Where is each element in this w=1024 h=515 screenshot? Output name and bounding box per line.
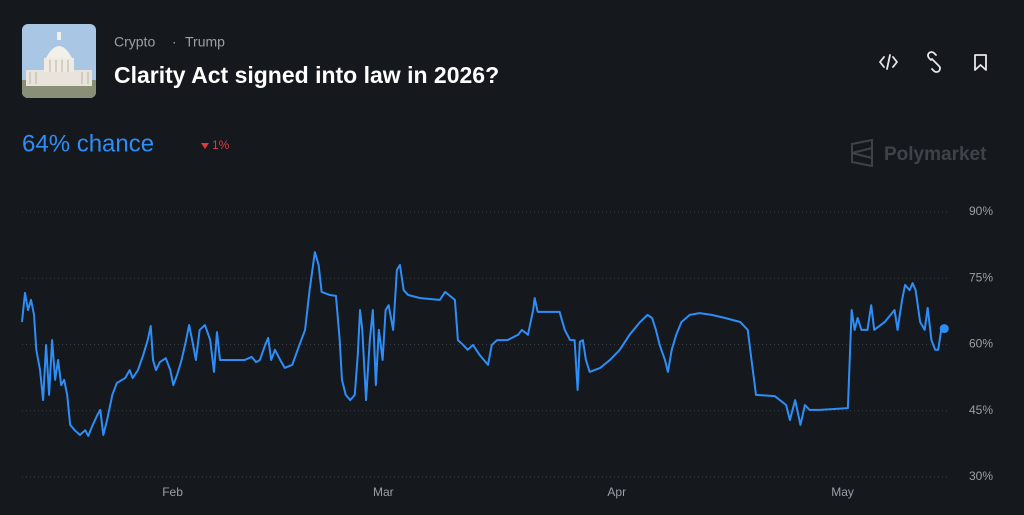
current-point <box>939 324 949 334</box>
thumbnail[interactable] <box>22 24 96 98</box>
price-line <box>21 251 945 437</box>
tag-separator: · <box>172 34 177 50</box>
x-tick-label: May <box>831 485 854 499</box>
tag[interactable]: Trump <box>185 34 225 50</box>
tag[interactable]: Crypto <box>114 34 155 50</box>
embed-icon[interactable] <box>879 54 898 70</box>
y-tick-label: 60% <box>969 337 993 351</box>
x-tick-label: Mar <box>373 485 394 499</box>
change: 1% <box>212 138 230 152</box>
market-title: Clarity Act signed into law in 2026? <box>114 62 499 88</box>
plot: 30% 45% 60% 75% 90% Feb Mar Apr May <box>21 204 993 499</box>
chance: 64% chance <box>22 130 154 157</box>
brand-watermark: Polymarket <box>851 138 987 168</box>
x-tick-label: Feb <box>162 485 183 499</box>
y-tick-label: 75% <box>969 270 993 284</box>
link-icon[interactable] <box>927 51 941 73</box>
y-tick-label: 90% <box>969 204 993 218</box>
x-tick-label: Apr <box>607 485 626 499</box>
y-tick-label: 30% <box>969 469 993 483</box>
y-tick-label: 45% <box>969 403 993 417</box>
down-arrow <box>201 143 209 149</box>
brand: Polymarket <box>884 144 987 165</box>
bookmark-icon[interactable] <box>974 54 987 71</box>
